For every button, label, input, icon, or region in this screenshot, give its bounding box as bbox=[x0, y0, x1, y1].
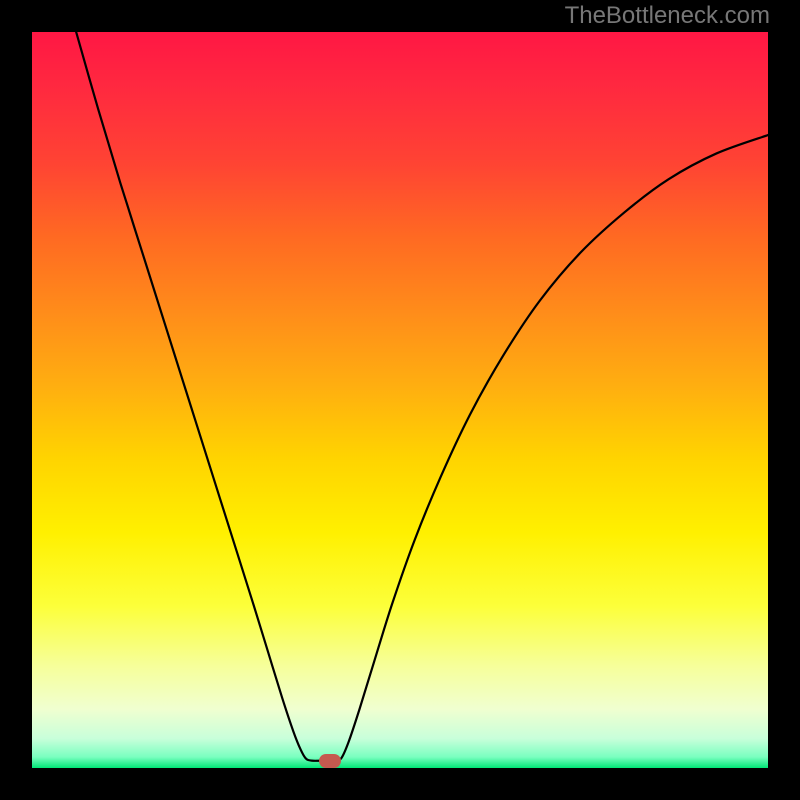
plot-area bbox=[32, 32, 768, 768]
curve-svg bbox=[32, 32, 768, 768]
chart-container: TheBottleneck.com bbox=[0, 0, 800, 800]
bottleneck-curve bbox=[76, 32, 768, 761]
watermark-text: TheBottleneck.com bbox=[565, 2, 770, 30]
optimal-marker bbox=[319, 754, 341, 768]
